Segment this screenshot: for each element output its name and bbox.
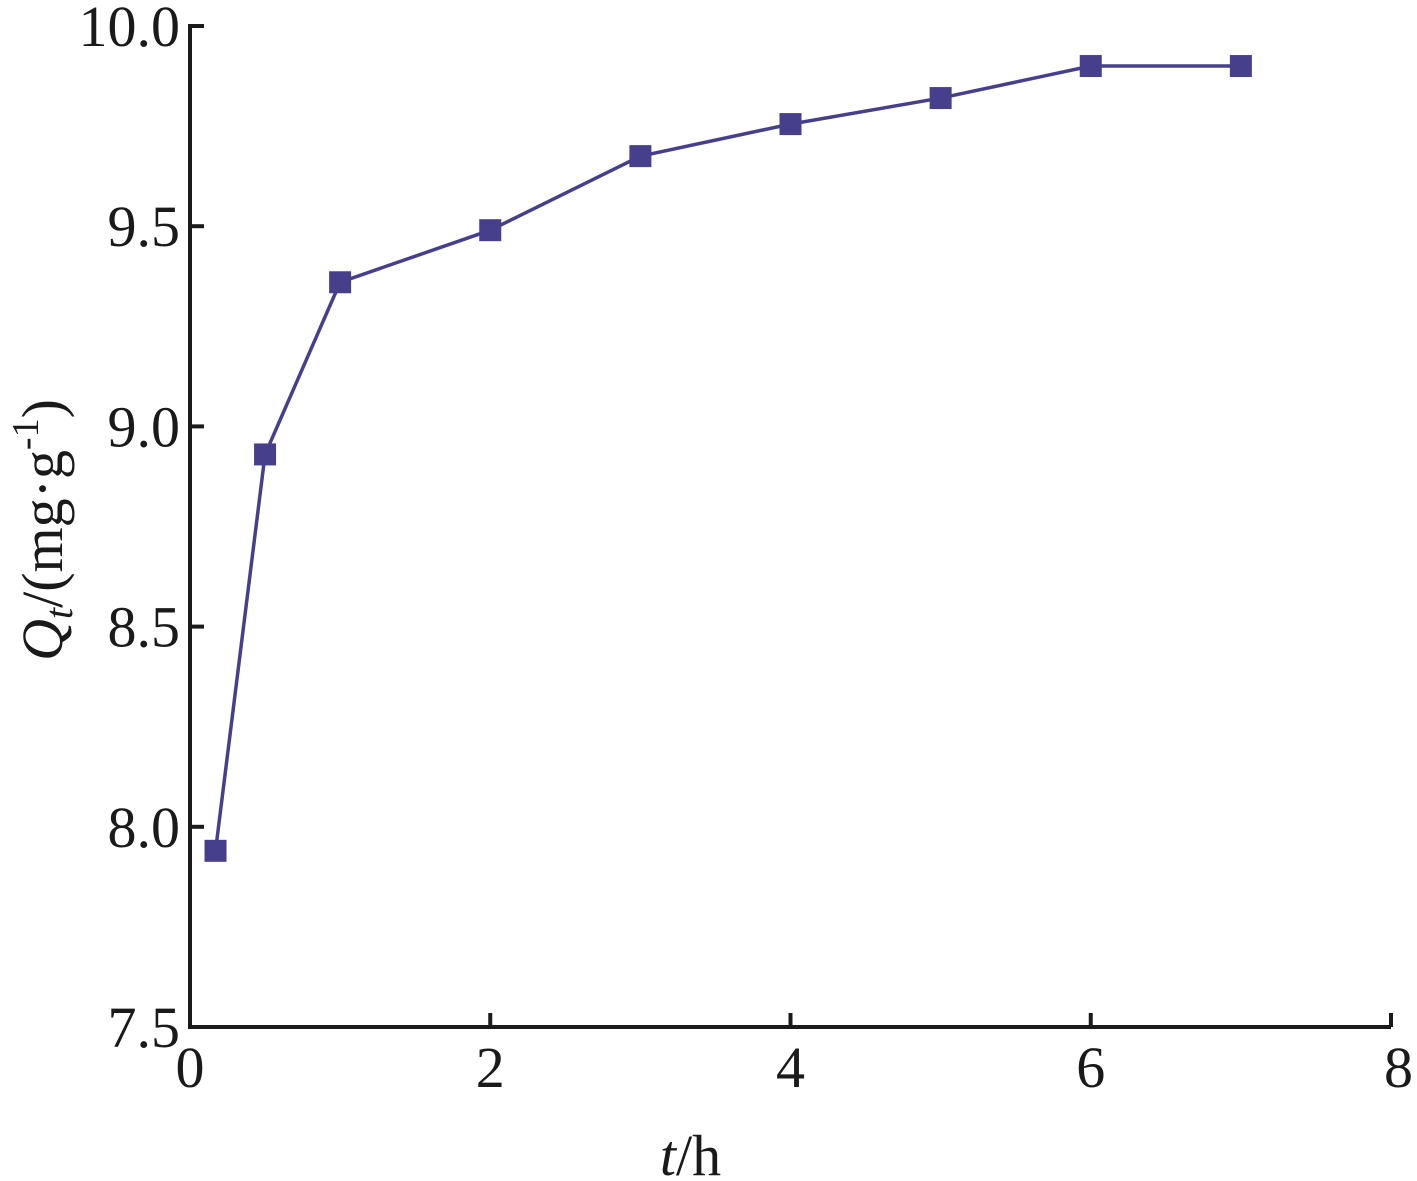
data-point: [204, 839, 227, 862]
y-tick-label: 9.5: [108, 194, 181, 259]
data-point: [779, 113, 802, 136]
x-axis-var: t: [660, 1123, 678, 1181]
y-axis-unit-pre: /(mg·g: [10, 450, 75, 608]
data-point: [479, 219, 502, 242]
y-tick-label: 10.0: [79, 0, 181, 59]
y-axis-unit-superscript: -1: [5, 418, 47, 450]
data-point: [629, 145, 652, 168]
x-ticks: 0 2 4 6 8: [176, 1013, 1413, 1100]
y-tick-label: 8.5: [108, 595, 181, 660]
data-point: [329, 271, 352, 294]
x-tick-label: 8: [1384, 1035, 1413, 1100]
y-axis-unit-post: ): [10, 399, 75, 418]
x-axis-title: t/h: [660, 1123, 721, 1181]
y-tick-label: 7.5: [108, 995, 181, 1060]
x-tick-label: 4: [776, 1035, 805, 1100]
x-tick-label: 2: [476, 1035, 505, 1100]
x-tick-label: 0: [176, 1035, 205, 1100]
y-ticks: 7.5 8.0 8.5 9.0 9.5 10.0: [79, 0, 204, 1060]
x-tick-label: 6: [1076, 1035, 1105, 1100]
y-tick-label: 8.0: [108, 795, 181, 860]
y-tick-label: 9.0: [108, 394, 181, 459]
data-point: [1229, 55, 1252, 78]
y-axis-var-subscript: t: [36, 607, 81, 619]
x-axis-unit: /h: [676, 1123, 721, 1181]
series-line: [213, 64, 1241, 852]
data-point: [1079, 55, 1102, 78]
data-point: [929, 87, 952, 110]
y-axis-title: Qt/(mg·g-1): [5, 399, 81, 661]
data-point: [254, 443, 277, 466]
y-axis-var: Q: [10, 619, 75, 661]
axes: [188, 24, 1391, 1029]
series-layer: [204, 55, 1252, 862]
